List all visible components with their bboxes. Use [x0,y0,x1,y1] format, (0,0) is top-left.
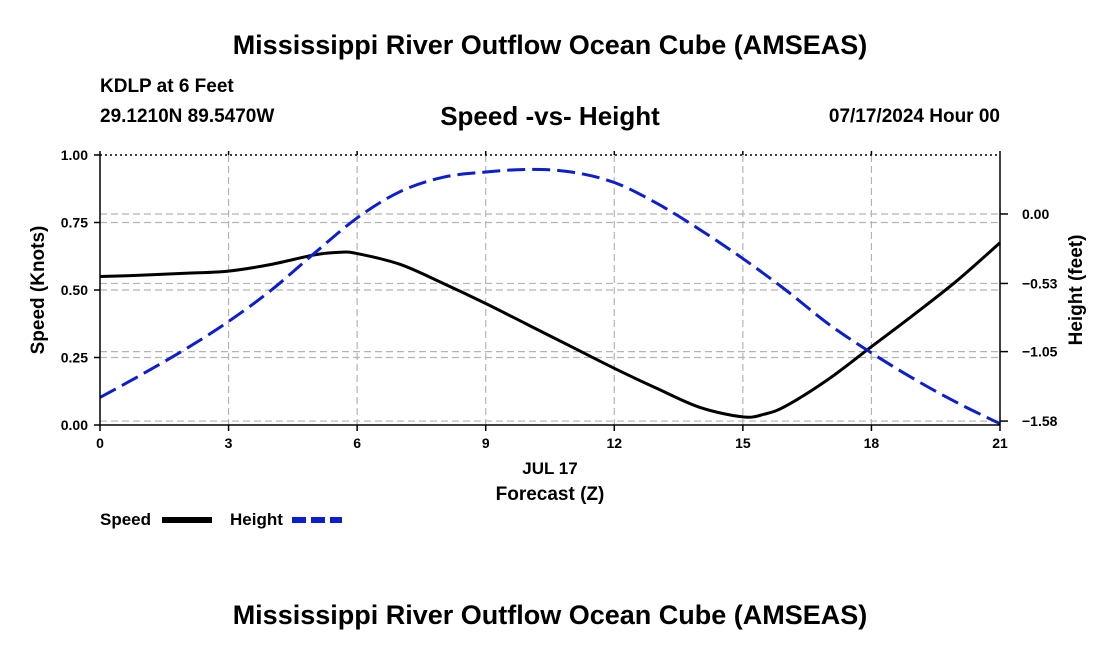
y2-tick-label: −1.58 [1022,413,1058,429]
y-axis-title: Speed (Knots) [28,226,49,355]
grid-lines [100,155,1000,425]
forecast-datetime: 07/17/2024 Hour 00 [828,106,1000,127]
y-tick-label: 0.50 [61,282,88,298]
y-tick-label: 0.25 [61,350,88,366]
x-tick-label: 6 [353,435,361,451]
chart-subtitle: Speed -vs- Height [440,101,660,131]
y-tick-label: 0.00 [61,417,88,433]
station-label: KDLP at 6 Feet [100,76,234,97]
x-tick-label: 18 [864,435,880,451]
x-tick-label: 3 [225,435,233,451]
x-tick-label: 12 [606,435,622,451]
x-tick-label: 0 [96,435,104,451]
y-tick-label: 1.00 [61,147,88,163]
x-tick-label: 15 [735,435,751,451]
x-tick-label: 21 [992,435,1008,451]
x-axis-title: Forecast (Z) [496,484,605,505]
series-lines [99,167,1001,426]
axis-labels: JUL 17 Forecast (Z) Speed (Knots) Height… [28,226,1087,505]
legend: Speed Height [100,510,342,529]
bottom-title: Mississippi River Outflow Ocean Cube (AM… [232,600,868,630]
chart-title: Mississippi River Outflow Ocean Cube (AM… [232,30,868,60]
legend-label-speed: Speed [100,510,151,529]
y2-axis-title: Height (feet) [1066,235,1087,346]
y-tick-label: 0.75 [61,215,88,231]
axes: 0 3 6 9 12 15 18 21 0.00 0.25 0.50 0.75 1.00 0.00 −0.5… [61,147,1058,451]
y2-tick-label: −1.05 [1022,344,1058,360]
y2-tick-label: 0.00 [1022,206,1049,222]
x-date-label: JUL 17 [522,459,577,478]
coordinates-label: 29.1210N 89.5470W [100,106,275,127]
x-tick-label: 9 [482,435,490,451]
y2-tick-label: −0.53 [1022,275,1058,291]
series-line-height [99,167,1001,426]
series-line-speed [99,241,1001,419]
legend-label-height: Height [230,510,283,529]
